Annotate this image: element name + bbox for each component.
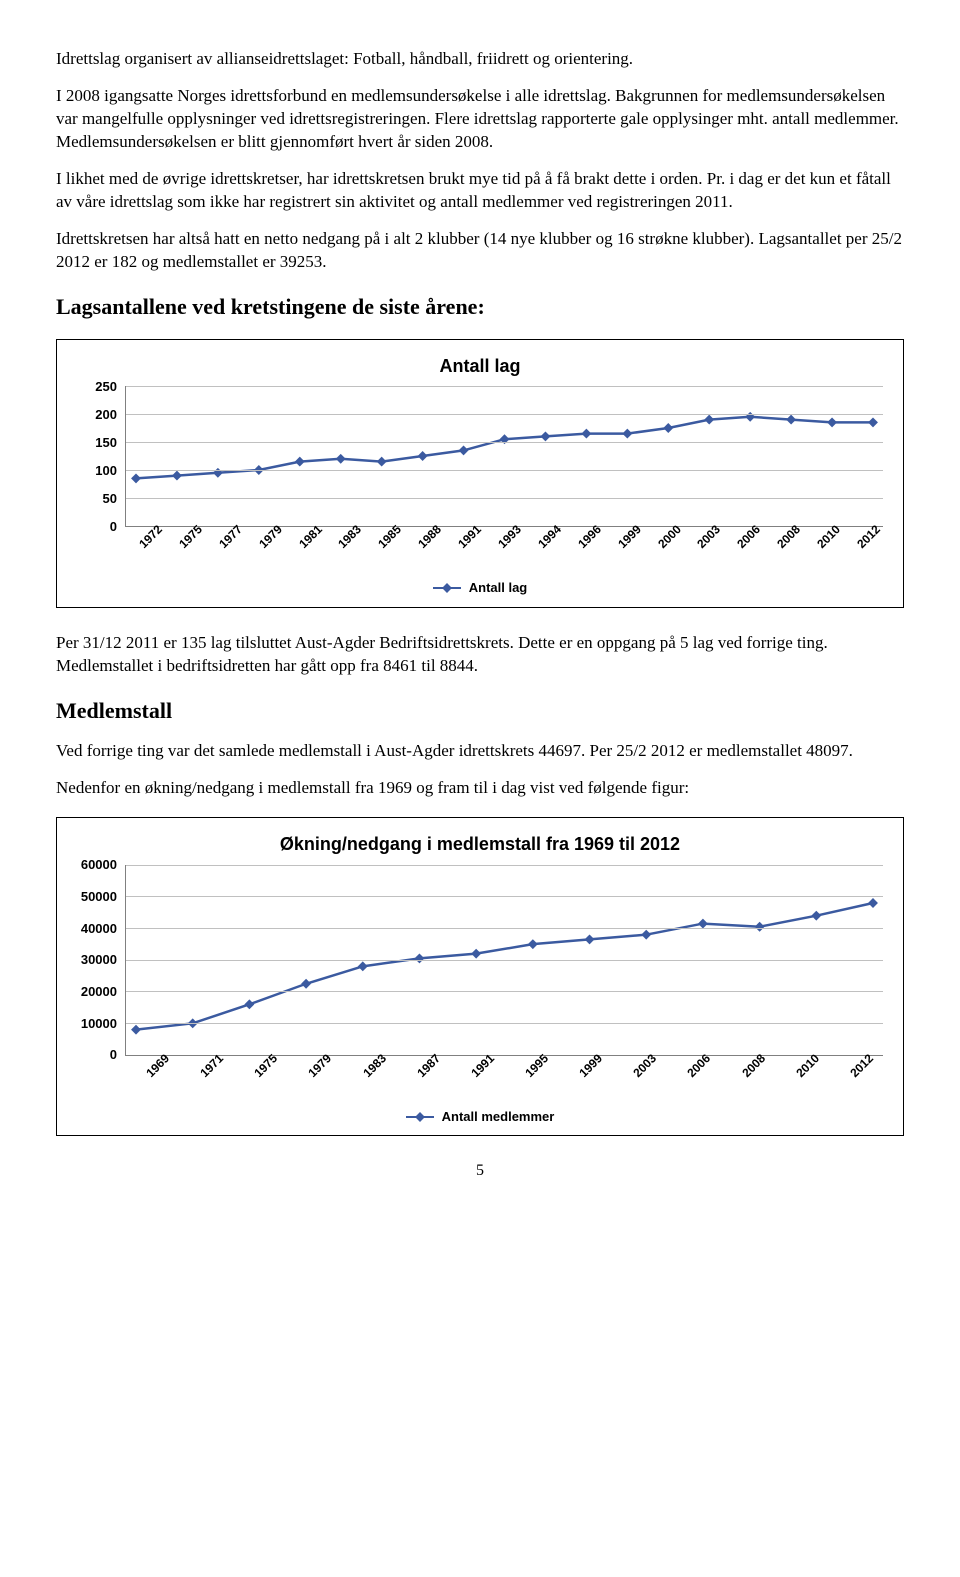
legend-label: Antall lag (469, 579, 528, 597)
section-heading-lagsantall: Lagsantallene ved kretstingene de siste … (56, 292, 904, 322)
y-tick-label: 50000 (77, 888, 117, 906)
y-tick-label: 150 (77, 434, 117, 452)
body-paragraph: Nedenfor en økning/nedgang i medlemstall… (56, 777, 904, 800)
y-tick-label: 250 (77, 378, 117, 396)
y-tick-label: 20000 (77, 983, 117, 1001)
antall-lag-chart: Antall lag 050100150200250 1972197519771… (56, 339, 904, 608)
body-paragraph: Per 31/12 2011 er 135 lag tilsluttet Aus… (56, 632, 904, 678)
body-paragraph: Idrettslag organisert av allianseidretts… (56, 48, 904, 71)
body-paragraph: Idrettskretsen har altså hatt en netto n… (56, 228, 904, 274)
y-tick-label: 30000 (77, 951, 117, 969)
y-tick-label: 200 (77, 406, 117, 424)
y-tick-label: 50 (77, 490, 117, 508)
body-paragraph: I 2008 igangsatte Norges idrettsforbund … (56, 85, 904, 154)
y-tick-label: 60000 (77, 856, 117, 874)
chart-legend: Antall lag (77, 579, 883, 597)
y-tick-label: 40000 (77, 919, 117, 937)
body-paragraph: I likhet med de øvrige idrettskretser, h… (56, 168, 904, 214)
chart-title: Økning/nedgang i medlemstall fra 1969 ti… (77, 832, 883, 856)
medlemstall-chart: Økning/nedgang i medlemstall fra 1969 ti… (56, 817, 904, 1136)
legend-marker-icon (406, 1116, 434, 1118)
legend-marker-icon (433, 587, 461, 589)
page-number: 5 (56, 1160, 904, 1182)
chart-title: Antall lag (77, 354, 883, 378)
y-tick-label: 10000 (77, 1014, 117, 1032)
chart-legend: Antall medlemmer (77, 1108, 883, 1126)
y-tick-label: 100 (77, 462, 117, 480)
body-paragraph: Ved forrige ting var det samlede medlems… (56, 740, 904, 763)
y-tick-label: 0 (77, 518, 117, 536)
legend-label: Antall medlemmer (442, 1108, 555, 1126)
section-heading-medlemstall: Medlemstall (56, 696, 904, 726)
y-tick-label: 0 (77, 1046, 117, 1064)
